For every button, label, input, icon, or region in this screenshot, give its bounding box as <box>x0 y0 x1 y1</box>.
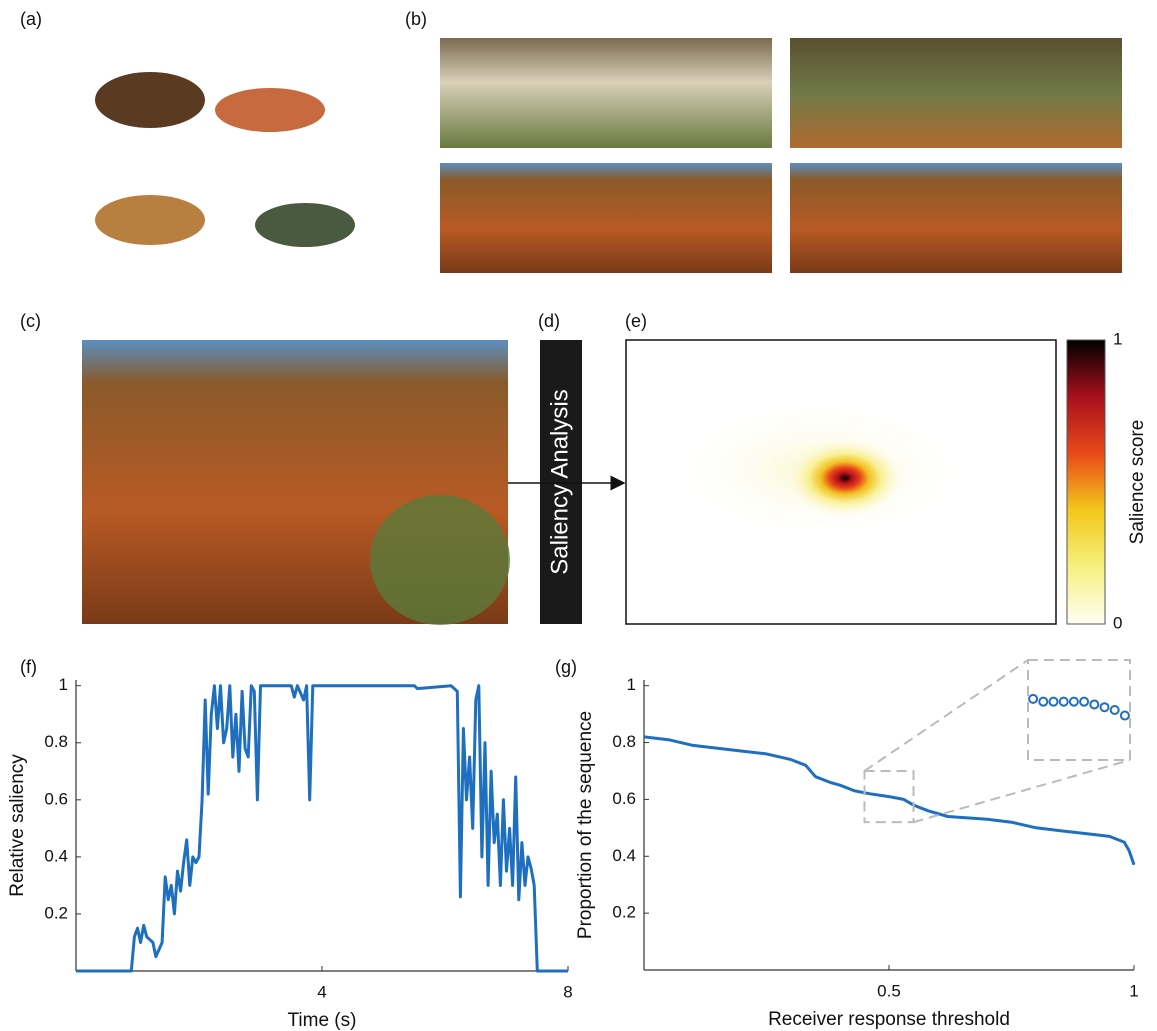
panel-label: (a) <box>20 9 42 29</box>
inset-point <box>1090 700 1098 708</box>
y-tick-label: 1 <box>59 675 68 694</box>
zoom-connector <box>865 660 1029 771</box>
y-tick-label: 1 <box>627 675 636 694</box>
analysis-label: Saliency Analysis <box>546 389 573 574</box>
inset-point <box>1111 706 1119 714</box>
x-tick-label: 4 <box>317 982 326 1001</box>
x-axis-label: Time (s) <box>288 1010 357 1031</box>
y-tick-label: 0.6 <box>612 789 636 808</box>
colorbar-tick-label: 1 <box>1113 329 1122 348</box>
y-tick-label: 0.6 <box>44 789 68 808</box>
inset-point <box>1060 698 1068 706</box>
y-tick-label: 0.4 <box>44 846 68 865</box>
heat-blob <box>785 438 905 518</box>
figure: Saliency Analysis Salience score (a) (b) (… <box>0 0 1157 1031</box>
panel-label: (e) <box>625 311 647 331</box>
inset-point <box>1039 698 1047 706</box>
colorbar <box>1067 340 1105 624</box>
y-tick-label: 0.4 <box>612 846 636 865</box>
y-tick-label: 0.8 <box>612 732 636 751</box>
inset-point <box>1070 698 1078 706</box>
data-line <box>644 737 1134 865</box>
inset-point <box>1080 698 1088 706</box>
colorbar-tick-label: 0 <box>1113 613 1122 632</box>
y-tick-label: 0.8 <box>44 732 68 751</box>
y-tick-label: 0.2 <box>612 903 636 922</box>
x-axis-label: Receiver response threshold <box>768 1009 1010 1030</box>
lizards <box>95 72 355 247</box>
panel-label: (g) <box>555 657 577 677</box>
y-axis-label: Proportion of the sequence <box>575 711 596 939</box>
inset-point <box>1121 712 1129 720</box>
y-axis-label: Relative saliency <box>7 754 28 897</box>
zoom-connector <box>914 760 1131 822</box>
x-tick-label: 8 <box>563 982 572 1001</box>
x-tick-label: 0.5 <box>877 981 901 1000</box>
x-tick-label: 1 <box>1129 981 1138 1000</box>
data-line <box>76 686 568 971</box>
inset-point <box>1050 698 1058 706</box>
panel-label: (f) <box>20 657 37 677</box>
inset-point <box>1101 703 1109 711</box>
panel-label: (d) <box>538 311 560 331</box>
y-tick-label: 0.2 <box>44 903 68 922</box>
panel-label: (c) <box>20 311 41 331</box>
panel-label: (b) <box>405 9 427 29</box>
inset-point <box>1029 695 1037 703</box>
colorbar-label: Salience score <box>1127 420 1148 545</box>
inset-box <box>1028 660 1130 760</box>
